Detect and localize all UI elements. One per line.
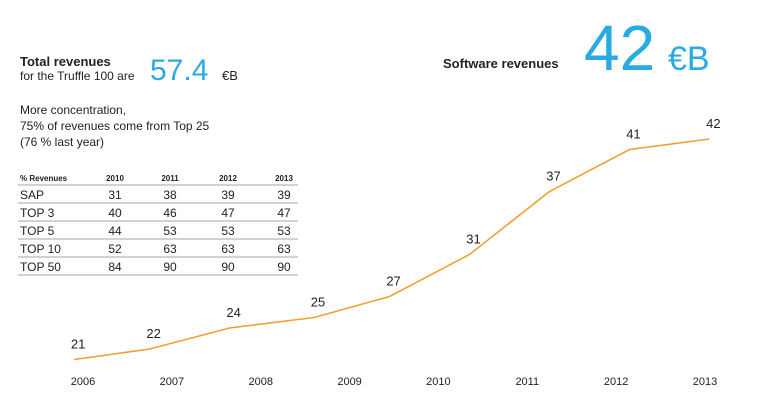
x-tick-label: 2007 xyxy=(160,376,184,388)
value-label: 42 xyxy=(706,116,720,131)
total-subtitle: for the Truffle 100 are xyxy=(20,69,135,83)
table-header: % Revenues xyxy=(20,174,68,183)
table-cell: TOP 50 xyxy=(20,260,61,274)
table-cell: 31 xyxy=(108,188,122,202)
concentration-line: 75% of revenues come from Top 25 xyxy=(20,119,210,133)
total-value: 57.4 xyxy=(150,54,208,87)
x-tick-label: 2010 xyxy=(426,376,450,388)
table-cell: 53 xyxy=(163,224,177,238)
table-cell: 46 xyxy=(163,206,177,220)
value-label: 22 xyxy=(146,326,160,341)
table-cell: TOP 10 xyxy=(20,242,61,256)
value-label: 41 xyxy=(626,127,640,142)
table-cell: 39 xyxy=(277,188,291,202)
table-cell: 53 xyxy=(277,224,291,238)
table-cell: 84 xyxy=(108,260,122,274)
table-header: 2013 xyxy=(275,174,293,183)
concentration-line: (76 % last year) xyxy=(20,135,104,149)
x-tick-label: 2009 xyxy=(337,376,361,388)
software-unit: €B xyxy=(668,40,710,78)
x-tick-label: 2011 xyxy=(515,376,539,388)
total-title: Total revenues xyxy=(20,54,111,69)
table-header: 2010 xyxy=(106,174,124,183)
table-cell: 44 xyxy=(108,224,122,238)
table-cell: 47 xyxy=(277,206,291,220)
table-cell: 52 xyxy=(108,242,122,256)
x-tick-label: 2013 xyxy=(693,376,717,388)
value-label: 31 xyxy=(466,232,480,247)
table-cell: 63 xyxy=(277,242,291,256)
table-cell: 63 xyxy=(221,242,235,256)
x-tick-label: 2012 xyxy=(604,376,628,388)
software-title: Software revenues xyxy=(443,56,559,71)
table-cell: 90 xyxy=(277,260,291,274)
table-cell: 38 xyxy=(163,188,177,202)
revenue-line xyxy=(74,138,710,361)
table-cell: 39 xyxy=(221,188,235,202)
table-cell: TOP 3 xyxy=(20,206,55,220)
value-label: 37 xyxy=(546,169,560,184)
table-cell: 53 xyxy=(221,224,235,238)
x-tick-label: 2006 xyxy=(71,376,95,388)
table-cell: SAP xyxy=(20,188,44,202)
table-cell: 90 xyxy=(221,260,235,274)
table-header: 2011 xyxy=(161,174,179,183)
software-value: 42 xyxy=(584,12,655,84)
total-unit: €B xyxy=(222,68,238,83)
table-cell: 40 xyxy=(108,206,122,220)
x-tick-label: 2008 xyxy=(248,376,272,388)
value-label: 21 xyxy=(71,337,85,352)
value-label: 24 xyxy=(226,305,240,320)
table-cell: TOP 5 xyxy=(20,224,55,238)
table-cell: 47 xyxy=(221,206,235,220)
table-cell: 63 xyxy=(163,242,177,256)
concentration-line: More concentration, xyxy=(20,103,126,117)
table-header: 2012 xyxy=(219,174,237,183)
table-cell: 90 xyxy=(163,260,177,274)
value-label: 27 xyxy=(386,274,400,289)
value-label: 25 xyxy=(311,295,325,310)
